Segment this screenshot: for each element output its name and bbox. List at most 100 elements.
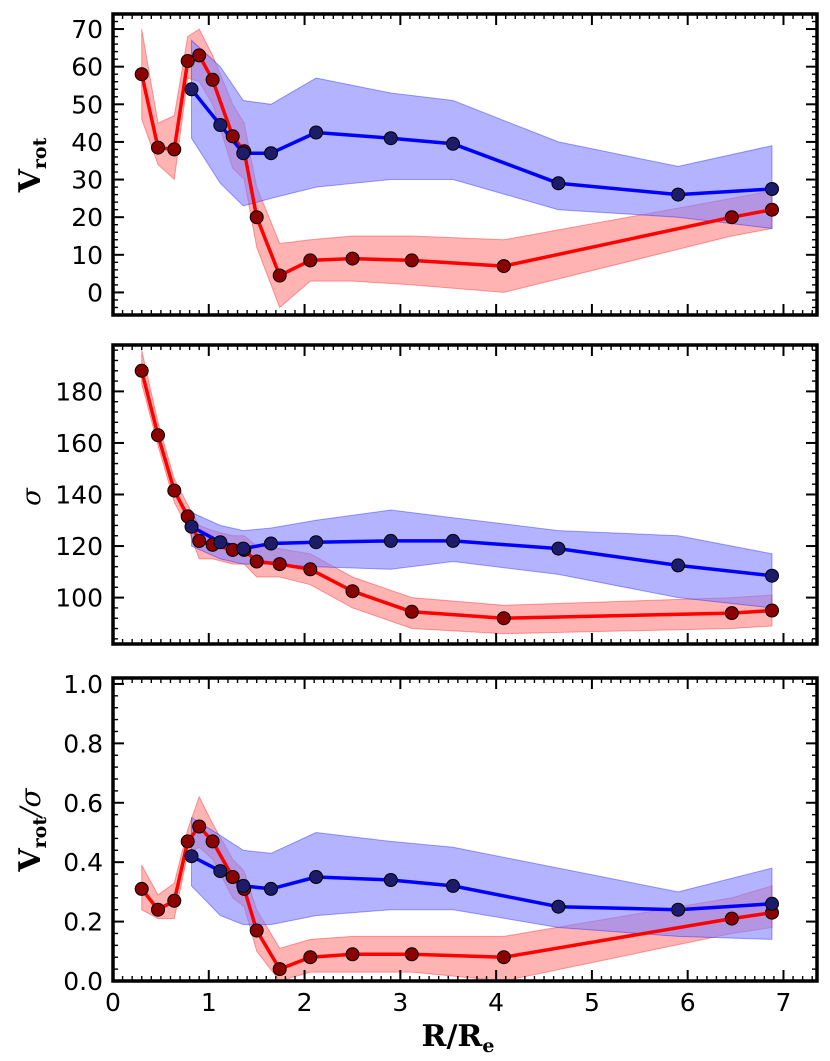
y-tick-label: 30 <box>71 166 103 195</box>
red-data-point <box>249 923 264 938</box>
y-axis-label-suffix: /σ <box>14 787 47 819</box>
y-tick-label: 0.2 <box>63 908 103 937</box>
y-tick-label: 1.0 <box>63 670 103 699</box>
x-axis-label: R/Re <box>422 1019 495 1057</box>
blue-data-point <box>671 558 686 573</box>
blue-data-point <box>383 873 398 887</box>
y-tick-label: 0 <box>87 278 103 307</box>
blue-data-point <box>184 519 199 534</box>
y-axis-label: Vrot/σ <box>13 787 51 872</box>
red-data-point <box>205 72 220 87</box>
blue-data-point <box>264 146 278 161</box>
red-data-point <box>249 554 264 569</box>
red-data-point <box>192 48 207 63</box>
blue-uncertainty-band <box>191 816 773 940</box>
y-tick-label: 70 <box>71 15 103 44</box>
blue-data-point <box>765 182 779 196</box>
red-data-point <box>303 950 318 965</box>
x-tick-label: 5 <box>584 988 600 1017</box>
blue-data-point <box>383 131 398 146</box>
red-data-point <box>134 67 149 82</box>
red-data-point <box>167 893 182 908</box>
red-data-point <box>180 834 195 849</box>
blue-data-point <box>184 849 199 864</box>
x-tick-label: 3 <box>392 988 408 1017</box>
y-tick-label: 100 <box>55 584 103 613</box>
y-axis-label-sub: rot <box>29 817 51 849</box>
red-data-point <box>404 947 419 962</box>
red-data-point <box>249 210 264 225</box>
blue-data-point <box>236 878 251 893</box>
blue-data-point <box>264 881 278 896</box>
blue-data-point <box>671 187 686 202</box>
red-data-point <box>192 819 207 834</box>
blue-data-point <box>213 118 228 132</box>
y-tick-label: 160 <box>55 429 103 458</box>
y-tick-label: 50 <box>71 90 103 119</box>
red-data-point <box>205 834 220 849</box>
blue-data-point <box>309 870 324 884</box>
red-data-point <box>724 911 739 926</box>
x-axis-label-main: R/R <box>422 1019 484 1054</box>
red-data-point <box>225 870 240 884</box>
blue-data-point <box>213 535 228 550</box>
vrot-panel: 0 10 20 30 40 50 60 70 Vrot <box>13 12 819 317</box>
y-tick-label: 0.6 <box>63 789 103 818</box>
y-axis-label-main: V <box>13 848 48 873</box>
blue-data-point <box>671 902 686 917</box>
red-data-point <box>225 129 240 144</box>
svg-text:Vrot: Vrot <box>13 137 51 193</box>
y-tick-label: 0.4 <box>63 848 103 877</box>
y-axis-label-sub: rot <box>29 137 51 169</box>
red-data-point <box>151 902 165 917</box>
red-data-point <box>180 54 195 68</box>
y-tick-label: 60 <box>71 53 103 82</box>
red-data-point <box>167 142 182 157</box>
red-data-point <box>765 202 779 217</box>
blue-data-point <box>765 896 779 911</box>
x-tick-label: 7 <box>776 988 792 1017</box>
blue-data-point <box>446 136 460 151</box>
blue-data-point <box>264 536 278 551</box>
red-data-point <box>151 428 165 443</box>
blue-data-point <box>551 176 566 191</box>
x-axis-label-sub: e <box>482 1035 494 1057</box>
blue-data-point <box>184 82 199 97</box>
blue-data-point <box>446 533 460 548</box>
red-data-point <box>303 253 318 268</box>
red-data-point <box>272 557 287 572</box>
red-data-point <box>167 483 182 498</box>
red-data-point <box>345 251 360 266</box>
red-data-point <box>496 611 511 626</box>
blue-data-point <box>446 878 460 893</box>
x-tick-label: 0 <box>105 988 121 1017</box>
red-data-point <box>345 584 360 599</box>
blue-data-point <box>383 533 398 548</box>
blue-data-point <box>551 541 566 556</box>
x-tick-label: 6 <box>680 988 696 1017</box>
red-data-point <box>134 363 149 378</box>
y-axis-label-main: V <box>13 168 48 193</box>
y-axis-label: σ <box>17 487 47 506</box>
blue-data-point <box>213 864 228 879</box>
x-tick-label: 4 <box>488 988 504 1017</box>
y-tick-label: 120 <box>55 532 103 561</box>
blue-uncertainty-band <box>191 39 773 230</box>
red-data-point <box>724 606 739 621</box>
red-data-point <box>404 253 419 268</box>
plot-frame <box>111 676 819 983</box>
red-data-point <box>303 562 318 577</box>
red-data-point <box>272 268 287 283</box>
y-tick-label: 140 <box>55 481 103 510</box>
blue-data-point <box>236 541 251 556</box>
blue-data-point <box>551 899 566 914</box>
blue-data-point <box>309 125 324 140</box>
red-data-point <box>496 950 511 965</box>
blue-data-point <box>236 146 251 161</box>
blue-data-point <box>309 535 324 550</box>
red-data-point <box>404 604 419 619</box>
red-data-point <box>272 962 287 977</box>
svg-text:Vrot/σ: Vrot/σ <box>13 787 51 872</box>
y-tick-label: 0.8 <box>63 729 103 758</box>
